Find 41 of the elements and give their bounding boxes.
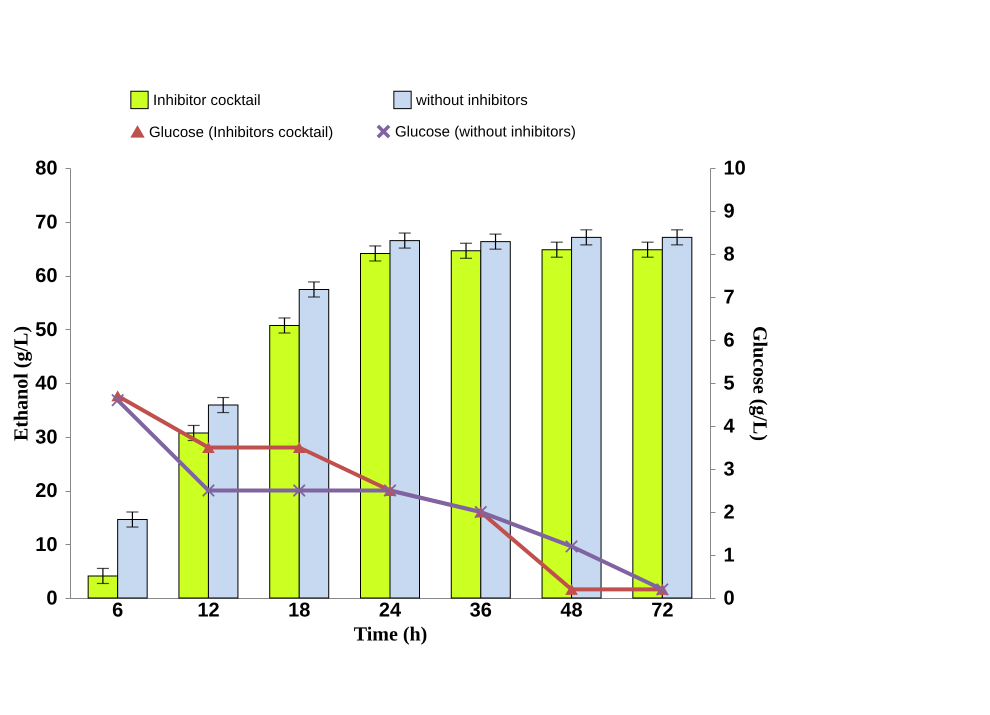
x-tick-label: 6 xyxy=(112,600,124,622)
y-tick-label: 50 xyxy=(35,318,58,341)
legend-label: Glucose (without inhibitors) xyxy=(395,124,576,141)
y2-tick-label: 2 xyxy=(724,502,735,524)
y2-tick-label: 9 xyxy=(724,200,735,222)
y2-tick-label: 7 xyxy=(724,286,735,308)
y2-tick-label: 10 xyxy=(724,158,746,180)
point xyxy=(202,442,215,453)
y2-tick-label: 5 xyxy=(724,372,735,394)
x-tick-label: 24 xyxy=(378,600,402,622)
y2-tick-label: 3 xyxy=(724,458,735,480)
y-tick-label: 40 xyxy=(35,372,58,394)
point xyxy=(292,442,306,453)
x-tick-label: 48 xyxy=(560,600,583,622)
y-tick-label: 60 xyxy=(35,265,58,287)
y-tick-label: 70 xyxy=(35,211,58,234)
x-tick-label: 72 xyxy=(651,600,674,622)
x-tick-label: 12 xyxy=(197,600,220,622)
legend-label: without inhibitors xyxy=(415,92,528,109)
x-tick-label: 36 xyxy=(470,600,492,622)
y2-tick-label: 1 xyxy=(724,544,735,566)
x-axis-title: Time (h) xyxy=(354,624,428,646)
point xyxy=(565,540,578,553)
y2-tick-label: 4 xyxy=(724,416,736,438)
legend-label: Glucose (Inhibitors cocktail) xyxy=(149,124,334,141)
point xyxy=(292,484,306,497)
x-tick-label: 18 xyxy=(288,600,310,622)
y2-axis-title: Glucose (g/L) xyxy=(748,326,771,441)
y-axis-title: Ethanol (g/L) xyxy=(10,326,32,442)
y-tick-label: 80 xyxy=(35,158,58,180)
y2-tick-label: 0 xyxy=(724,588,735,610)
y-tick-label: 10 xyxy=(35,534,58,556)
y-tick-label: 20 xyxy=(35,480,58,502)
point xyxy=(202,484,215,497)
y-tick-label: 30 xyxy=(35,426,58,448)
y-tick-label: 0 xyxy=(46,588,58,610)
y2-tick-label: 8 xyxy=(724,244,735,266)
point xyxy=(111,394,124,407)
point xyxy=(565,584,578,595)
legend-label: Inhibitor cocktail xyxy=(153,92,261,109)
y2-tick-label: 6 xyxy=(724,330,735,352)
